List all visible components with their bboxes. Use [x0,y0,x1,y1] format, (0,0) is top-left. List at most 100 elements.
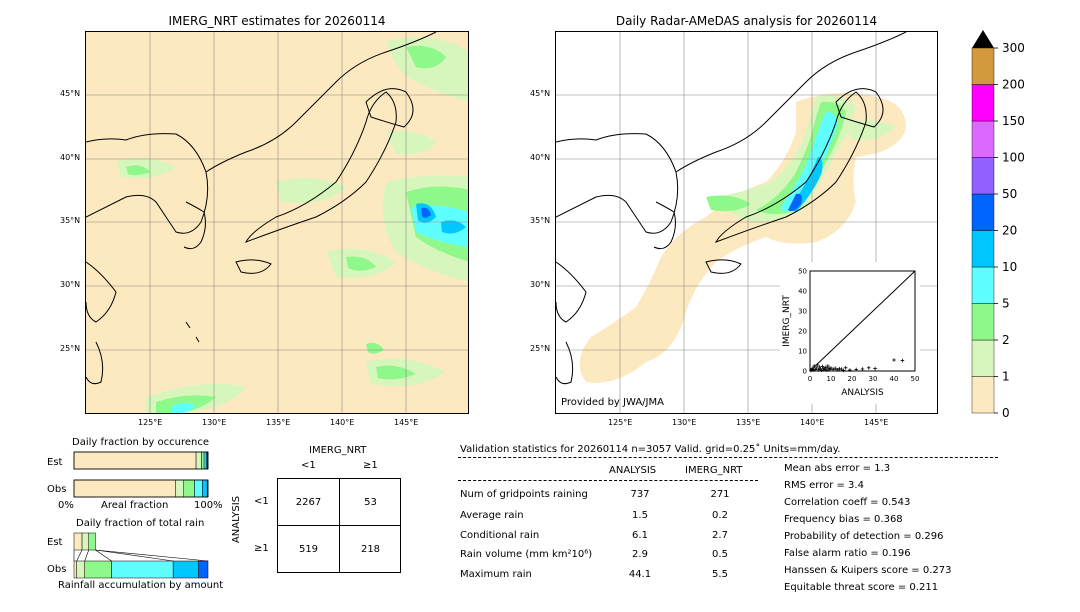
right-lon-label: 140°E [800,418,825,427]
score-line: Frequency bias = 0.368 [784,514,903,525]
left-lat-label: 40°N [60,153,81,162]
totalrain-bar-segment [73,532,83,551]
totalrain-connector [84,549,90,562]
scatter-point [867,366,871,370]
scatter-ytick: 50 [798,268,807,276]
scatter-point [831,367,835,372]
totalrain-connector [76,549,83,562]
left-lon-label: 145°E [394,418,419,427]
right-lon-label: 145°E [864,418,889,427]
score-line: False alarm ratio = 0.196 [784,548,911,559]
contingency-row-title: ANALYSIS [231,495,243,544]
occurrence-bar-segment [183,479,195,498]
scatter-ytick: 30 [798,308,807,316]
scatter-point [815,363,820,367]
score-line: Probability of detection = 0.296 [784,531,944,542]
colorbar-segment [971,303,995,341]
colorbar-segment [971,84,995,122]
scatter-point [854,367,858,372]
scatter-xtick: 50 [911,375,920,383]
scatter-xtick: 30 [869,375,878,383]
left-lon-label: 135°E [266,418,291,427]
colorbar-segment [971,157,995,195]
left-map-grid [86,32,468,413]
occurrence-title: Daily fraction by occurence [72,437,210,448]
occurrence-graphic [73,451,209,498]
left-lon-label: 130°E [202,418,227,427]
scatter-point [829,366,833,370]
totalrain-bar-segment [76,560,85,579]
scatter-ytick: 40 [798,288,807,296]
occurrence-bar-frame [73,451,209,470]
totalrain-graphic [73,532,209,579]
occurrence-chart [40,448,230,518]
scatter-point [811,368,815,372]
occurrence-bar-segment [195,451,202,470]
left-lon-label: 125°E [138,418,163,427]
totalrain-chart [40,530,230,582]
totalrain-bar-segment [81,532,89,551]
right-lat-label: 45°N [530,89,551,98]
right-lat-label: 25°N [530,344,551,353]
stat-row-imerg: 0.5 [712,549,728,560]
score-line: Mean abs error = 1.3 [784,463,891,474]
colorbar-label: 10 [1002,260,1017,274]
right-lon-label: 135°E [736,418,761,427]
stat-row-label: Maximum rain [460,569,532,580]
colorbar-label: 50 [1002,187,1017,201]
totalrain-bar-segment [172,560,199,579]
right-lat-label: 30°N [530,280,551,289]
validation-header: Validation statistics for 20260114 n=305… [460,444,841,455]
stat-row-label: Num of gridpoints raining [460,489,588,500]
contingency-cell: 218 [360,544,381,555]
occurrence-bar-segment [175,479,184,498]
tot-label-est: Est [47,537,63,548]
scatter-xlabel: ANALYSIS [841,388,884,398]
totalrain-connector [95,549,174,562]
stat-row-analysis: 44.1 [628,569,652,580]
scatter-point [820,364,825,369]
colorbar-label: 200 [1002,78,1025,92]
contingency-row-ge1: ≥1 [254,543,269,554]
left-map-rain-patches [116,37,468,413]
stat-row-imerg: 271 [710,489,730,500]
scatter-point [823,365,828,370]
stat-row-label: Rain volume (mm km²10⁶) [460,549,593,560]
scatter-point [873,366,877,371]
totalrain-axis-label: Rainfall accumulation by amount [58,580,224,591]
contingency-cell: 519 [298,544,319,555]
colorbar-segment [971,47,995,85]
colorbar-segment [971,120,995,158]
scatter-point [812,364,816,368]
occurrence-bar-segment [194,479,203,498]
colorbar-label: 20 [1002,224,1017,238]
occ-label-est: Est [47,457,63,468]
left-lat-label: 35°N [60,216,81,225]
scatter-ytick: 20 [798,328,807,336]
validation-table-divider [458,480,758,481]
left-map [85,31,469,414]
scatter-ytick: 0 [803,368,807,376]
colorbar-label: 100 [1002,151,1025,165]
right-lat-label: 40°N [530,153,551,162]
totalrain-bar-segment [111,560,174,579]
right-lat-label: 35°N [530,216,551,225]
contingency-cell: 2267 [295,497,322,508]
colorbar-segment [971,266,995,304]
scatter-point [819,368,824,372]
colorbar-label: 0 [1002,406,1010,418]
scatter-xtick: 40 [890,375,899,383]
scatter-point [900,358,905,363]
totalrain-title: Daily fraction of total rain [76,518,205,529]
left-map-graphic [86,32,468,413]
scatter-inset: 0 10 20 30 40 50 0 10 20 30 40 50 ANALYSIS IMERG_NRT [780,262,920,404]
totalrain-bar-segment [198,560,209,579]
left-lon-label: 140°E [330,418,355,427]
scatter-point [826,364,830,368]
scatter-xtick: 20 [848,375,857,383]
occurrence-bar-segment [202,479,208,498]
stat-row-analysis: 2.9 [632,549,648,560]
data-credit: Provided by JWA/JMA [561,397,664,408]
occurrence-bar-segment [73,451,197,470]
scatter-point [833,366,837,370]
